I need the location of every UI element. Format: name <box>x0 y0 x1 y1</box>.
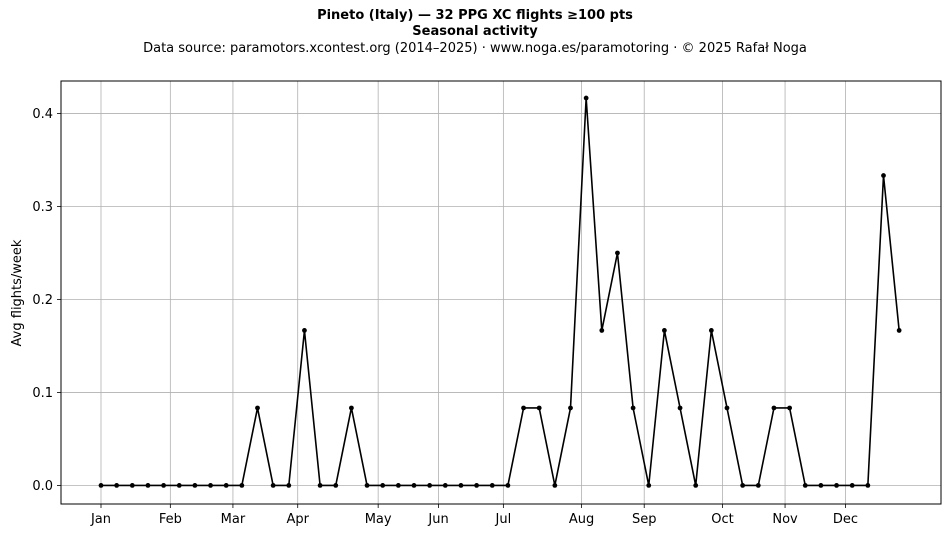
data-point <box>411 483 417 488</box>
data-point <box>395 483 401 488</box>
data-point <box>552 483 558 488</box>
x-tick-label: Jan <box>90 512 111 527</box>
y-tick-label: 0.4 <box>32 107 53 122</box>
data-point <box>834 483 839 488</box>
series-line <box>101 97 900 487</box>
x-tick-label: Apr <box>286 512 309 527</box>
data-point <box>755 483 761 488</box>
data-point <box>662 328 667 333</box>
data-point <box>865 483 871 488</box>
data-point <box>223 483 229 488</box>
x-tick-label: Dec <box>833 512 858 527</box>
title-block: Pineto (Italy) — 32 PPG XC flights ≥100 … <box>0 8 950 58</box>
data-point <box>568 405 573 411</box>
data-point <box>849 483 855 488</box>
data-point <box>442 483 448 488</box>
x-tick-label: Sep <box>632 512 657 527</box>
x-tick-label: Oct <box>711 512 733 527</box>
data-point <box>693 483 699 488</box>
data-point <box>129 483 135 488</box>
y-tick-label: 0.0 <box>32 479 53 494</box>
data-point <box>161 483 167 488</box>
data-point <box>740 483 746 488</box>
data-point <box>176 483 182 488</box>
data-point <box>771 405 777 411</box>
data-point <box>286 483 292 488</box>
data-point <box>270 483 276 488</box>
data-point <box>896 328 902 333</box>
data-point <box>380 483 386 488</box>
data-point <box>114 483 120 488</box>
x-tick-label: Mar <box>221 512 246 527</box>
data-point <box>583 95 589 101</box>
data-point <box>521 405 526 411</box>
data-point <box>599 328 605 333</box>
y-tick-label: 0.2 <box>32 293 53 308</box>
x-tick-label: Jul <box>495 512 512 527</box>
data-point <box>458 483 464 488</box>
x-tick-label: Feb <box>159 512 182 527</box>
data-point <box>98 483 104 488</box>
y-tick-label: 0.3 <box>32 200 53 215</box>
chart-title: Pineto (Italy) — 32 PPG XC flights ≥100 … <box>317 8 633 23</box>
x-tick-label: Jun <box>427 512 448 527</box>
data-point <box>302 328 307 333</box>
x-tick-label: Nov <box>772 512 798 527</box>
grid-lines <box>61 81 941 504</box>
plot-frame <box>60 80 942 505</box>
data-point <box>349 405 354 411</box>
data-point <box>489 483 495 488</box>
data-point <box>145 483 151 488</box>
data-point <box>255 405 260 411</box>
data-point <box>677 405 683 411</box>
data-point <box>239 483 245 488</box>
x-axis-ticks: Jan Feb Mar Apr May Jun Jul Aug Sep Oct Nov Dec <box>90 504 858 527</box>
data-point <box>317 483 323 488</box>
chart-source-note: Data source: paramotors.xcontest.org (20… <box>143 41 807 56</box>
x-tick-label: Aug <box>569 512 594 527</box>
y-axis-ticks: 0.0 0.1 0.2 0.3 0.4 <box>32 107 61 494</box>
data-point <box>646 483 652 488</box>
x-tick-label: May <box>365 512 392 527</box>
data-point <box>818 483 824 488</box>
data-point <box>881 173 886 178</box>
data-point <box>364 483 370 488</box>
data-point <box>474 483 479 488</box>
chart-subtitle: Seasonal activity <box>412 24 538 39</box>
y-axis-label: Avg flights/week <box>10 239 25 346</box>
data-point <box>724 405 730 411</box>
data-point <box>208 483 213 488</box>
data-point <box>333 483 339 488</box>
y-tick-label: 0.1 <box>32 386 53 401</box>
data-point <box>505 483 511 488</box>
data-point <box>708 328 714 333</box>
data-point <box>787 405 792 411</box>
data-point <box>630 405 636 411</box>
series-points <box>98 95 902 488</box>
data-point <box>536 405 542 411</box>
data-point <box>615 250 620 256</box>
data-point <box>802 483 808 488</box>
data-point <box>427 483 433 488</box>
data-point <box>192 483 198 488</box>
